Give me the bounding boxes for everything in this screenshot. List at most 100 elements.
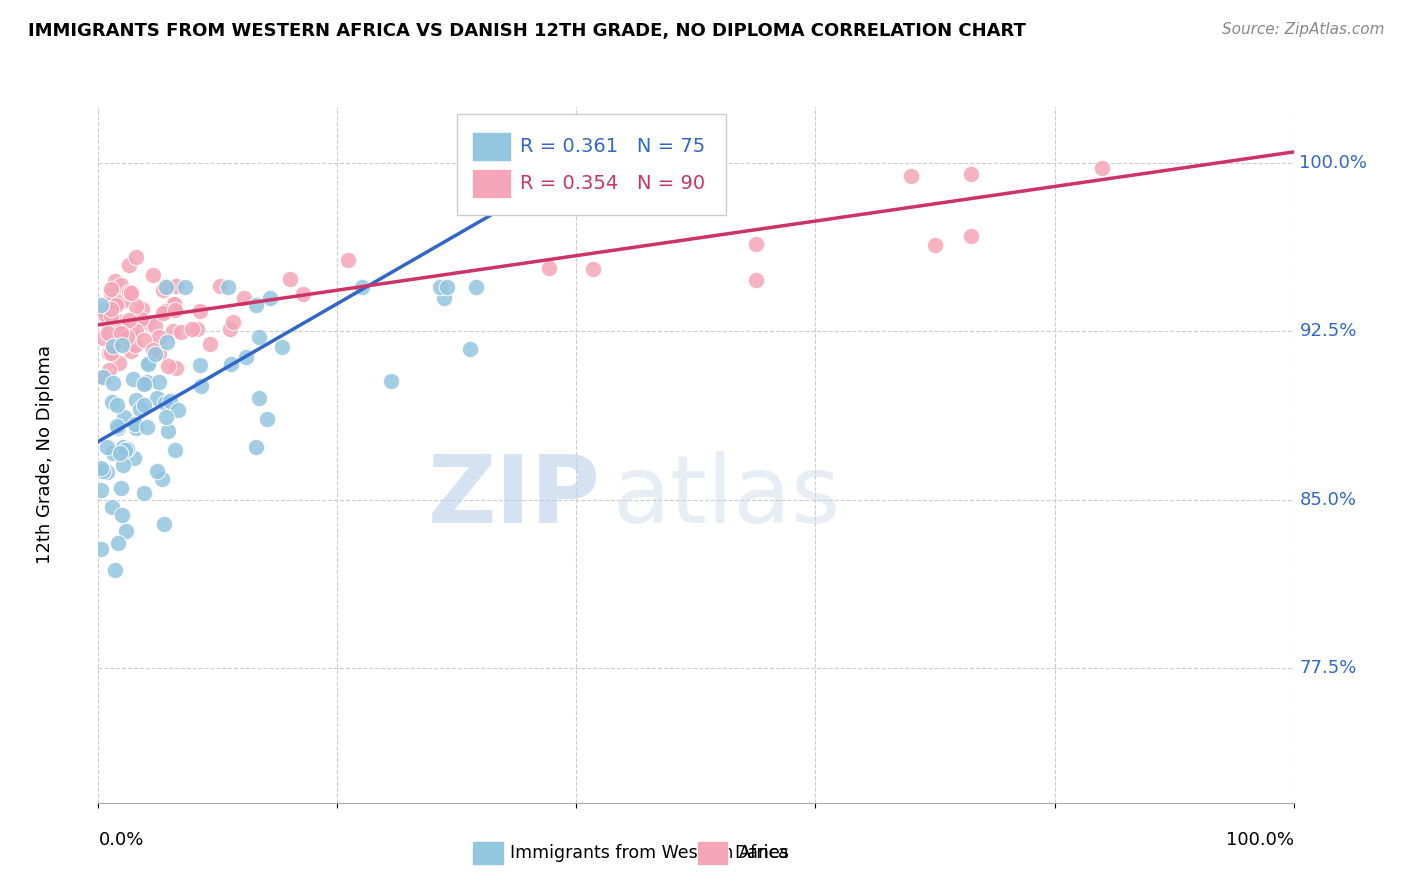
Point xyxy=(142,343,165,357)
Point xyxy=(132,486,155,500)
Point xyxy=(582,261,605,276)
Point xyxy=(97,362,120,376)
Point xyxy=(98,345,121,359)
Point xyxy=(108,356,131,370)
Point xyxy=(132,376,155,391)
Point xyxy=(115,320,138,334)
Point xyxy=(117,259,139,273)
Point xyxy=(101,293,124,307)
Point xyxy=(94,307,117,321)
Point xyxy=(105,297,128,311)
Point xyxy=(105,322,128,336)
Text: 0.0%: 0.0% xyxy=(98,830,143,848)
Point xyxy=(100,301,122,316)
Point xyxy=(118,285,141,300)
FancyBboxPatch shape xyxy=(457,114,725,215)
Point xyxy=(181,321,204,335)
Point xyxy=(111,338,134,352)
Point xyxy=(270,340,292,354)
Point xyxy=(188,304,211,318)
Point xyxy=(98,327,121,342)
Point xyxy=(91,370,114,384)
Point xyxy=(118,313,141,327)
Point xyxy=(900,169,922,184)
Point xyxy=(136,315,159,329)
Point xyxy=(125,324,148,338)
Point xyxy=(132,376,155,390)
Point xyxy=(90,306,112,320)
Point xyxy=(105,418,128,433)
Point xyxy=(186,322,208,336)
Point xyxy=(117,330,139,344)
Point xyxy=(146,391,169,405)
Point xyxy=(135,420,157,434)
Point xyxy=(97,329,120,343)
Point xyxy=(132,333,155,347)
Point xyxy=(152,306,174,320)
Point xyxy=(235,350,257,364)
Point xyxy=(97,316,120,330)
Point xyxy=(208,279,231,293)
Point xyxy=(98,308,121,322)
Text: 100.0%: 100.0% xyxy=(1299,154,1368,172)
Point xyxy=(90,483,112,497)
Point xyxy=(91,464,114,478)
Point xyxy=(218,322,240,336)
Point xyxy=(120,343,142,358)
Point xyxy=(924,238,946,252)
Point xyxy=(100,286,122,301)
Point xyxy=(165,361,187,376)
Point xyxy=(107,334,129,348)
Point xyxy=(200,337,222,351)
Text: atlas: atlas xyxy=(612,450,841,542)
Text: 12th Grade, No Diploma: 12th Grade, No Diploma xyxy=(35,345,53,565)
Point xyxy=(100,346,122,360)
Point xyxy=(146,464,169,478)
Point xyxy=(380,374,402,388)
Point xyxy=(98,326,121,341)
Text: 92.5%: 92.5% xyxy=(1299,323,1357,341)
Point xyxy=(292,287,315,301)
Point xyxy=(103,563,125,577)
Point xyxy=(233,292,256,306)
Point xyxy=(96,440,118,454)
Point xyxy=(110,324,132,338)
Point xyxy=(537,260,560,275)
Point xyxy=(97,326,120,340)
Point xyxy=(162,324,184,338)
Point xyxy=(436,279,458,293)
Point xyxy=(155,410,177,425)
Point xyxy=(101,376,124,390)
Point xyxy=(458,343,481,357)
Point xyxy=(110,336,132,351)
Point xyxy=(1091,161,1114,175)
Point xyxy=(165,302,187,317)
Point xyxy=(125,393,148,408)
Point xyxy=(118,317,141,331)
Point xyxy=(165,279,187,293)
Point xyxy=(105,332,128,346)
Point xyxy=(104,274,127,288)
Point xyxy=(129,402,152,417)
Point xyxy=(190,379,212,393)
Point xyxy=(107,536,129,550)
Point xyxy=(93,302,115,317)
Point xyxy=(124,417,146,431)
Point xyxy=(157,425,180,439)
Point xyxy=(350,279,373,293)
Text: 100.0%: 100.0% xyxy=(1226,830,1294,848)
FancyBboxPatch shape xyxy=(697,841,728,864)
Point xyxy=(155,335,177,350)
Point xyxy=(152,283,174,297)
FancyBboxPatch shape xyxy=(472,841,503,864)
Point xyxy=(148,345,170,359)
Point xyxy=(125,300,148,314)
Point xyxy=(124,250,146,264)
Point xyxy=(110,278,132,293)
Text: R = 0.354   N = 90: R = 0.354 N = 90 xyxy=(520,174,706,193)
Point xyxy=(114,524,136,539)
Point xyxy=(91,331,114,345)
Point xyxy=(131,302,153,317)
Text: Source: ZipAtlas.com: Source: ZipAtlas.com xyxy=(1222,22,1385,37)
Point xyxy=(103,293,125,308)
